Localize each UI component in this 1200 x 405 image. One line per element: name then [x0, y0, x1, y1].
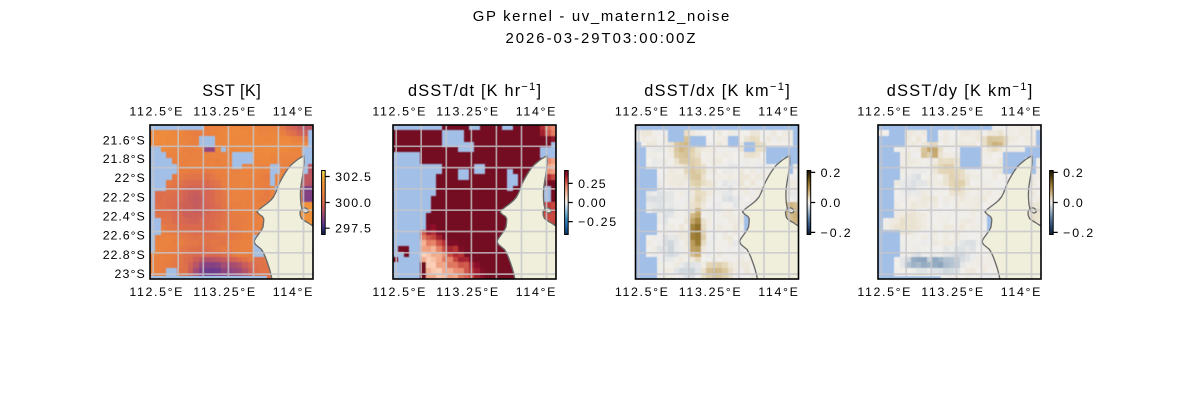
svg-text:297.5: 297.5: [335, 222, 371, 236]
svg-text:0.00: 0.00: [578, 196, 606, 210]
svg-text:114°E: 114°E: [516, 104, 556, 118]
svg-text:0.25: 0.25: [578, 177, 606, 191]
svg-text:113.25°E: 113.25°E: [679, 104, 741, 118]
svg-text:112.5°E: 112.5°E: [615, 104, 668, 118]
svg-text:114°E: 114°E: [758, 285, 798, 299]
svg-text:22.2°S: 22.2°S: [103, 191, 145, 205]
svg-text:300.0: 300.0: [335, 196, 371, 210]
svg-text:113.25°E: 113.25°E: [193, 104, 255, 118]
svg-text:113.25°E: 113.25°E: [679, 285, 741, 299]
svg-text:0.2: 0.2: [1063, 166, 1083, 180]
svg-text:0.2: 0.2: [821, 166, 841, 180]
svg-text:112.5°E: 112.5°E: [857, 104, 910, 118]
svg-text:112.5°E: 112.5°E: [857, 285, 910, 299]
svg-text:−0.2: −0.2: [1063, 226, 1093, 240]
svg-text:dSST/dx [K km−1]: dSST/dx [K km−1]: [644, 81, 790, 100]
svg-text:SST [K]: SST [K]: [202, 82, 261, 100]
svg-text:112.5°E: 112.5°E: [372, 285, 425, 299]
svg-text:22°S: 22°S: [115, 171, 145, 185]
svg-text:302.5: 302.5: [335, 170, 371, 184]
svg-text:114°E: 114°E: [758, 104, 798, 118]
svg-text:113.25°E: 113.25°E: [921, 285, 983, 299]
svg-text:113.25°E: 113.25°E: [436, 104, 498, 118]
svg-text:114°E: 114°E: [273, 285, 313, 299]
svg-text:112.5°E: 112.5°E: [129, 285, 182, 299]
svg-text:dSST/dy [K km−1]: dSST/dy [K km−1]: [887, 81, 1033, 100]
svg-text:21.8°S: 21.8°S: [103, 152, 145, 166]
svg-text:0.0: 0.0: [1063, 196, 1083, 210]
svg-text:GP kernel - uv_matern12_noise: GP kernel - uv_matern12_noise: [473, 9, 730, 25]
svg-text:113.25°E: 113.25°E: [921, 104, 983, 118]
svg-text:22.8°S: 22.8°S: [103, 248, 145, 262]
svg-text:22.6°S: 22.6°S: [103, 229, 145, 243]
svg-text:21.6°S: 21.6°S: [103, 133, 145, 147]
svg-text:112.5°E: 112.5°E: [615, 285, 668, 299]
svg-text:114°E: 114°E: [273, 104, 313, 118]
svg-text:−0.2: −0.2: [821, 226, 851, 240]
svg-text:112.5°E: 112.5°E: [372, 104, 425, 118]
svg-text:113.25°E: 113.25°E: [436, 285, 498, 299]
svg-text:114°E: 114°E: [1001, 104, 1041, 118]
svg-text:112.5°E: 112.5°E: [129, 104, 182, 118]
svg-text:−0.25: −0.25: [578, 215, 616, 229]
svg-text:114°E: 114°E: [516, 285, 556, 299]
svg-text:113.25°E: 113.25°E: [193, 285, 255, 299]
svg-text:0.0: 0.0: [821, 196, 841, 210]
svg-text:114°E: 114°E: [1001, 285, 1041, 299]
svg-text:23°S: 23°S: [115, 267, 145, 281]
svg-text:22.4°S: 22.4°S: [103, 210, 145, 224]
